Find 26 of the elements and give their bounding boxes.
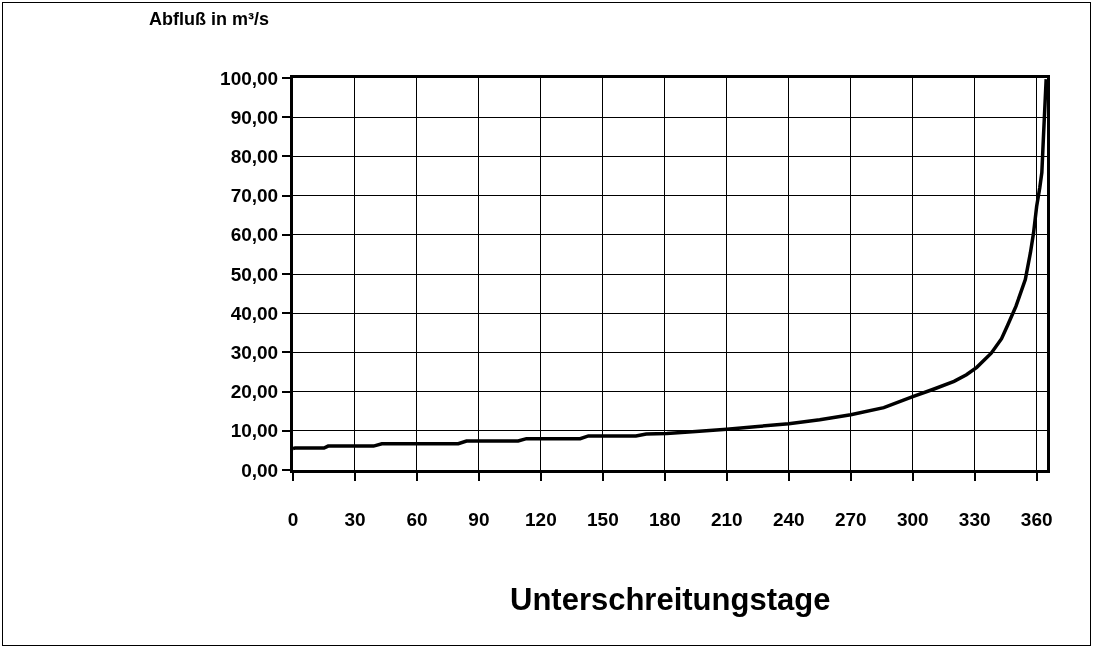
x-tick-label: 60 bbox=[406, 508, 428, 530]
y-tick-label: 30,00 bbox=[230, 342, 279, 364]
x-tick-label: 210 bbox=[710, 508, 743, 530]
x-tick-label: 150 bbox=[587, 508, 619, 530]
y-tick-label: 80,00 bbox=[230, 146, 279, 168]
x-tick-label: 30 bbox=[344, 508, 366, 530]
y-tick-label: 50,00 bbox=[230, 263, 279, 285]
x-tick-label: 300 bbox=[896, 508, 929, 530]
x-tick-label: 240 bbox=[772, 508, 805, 530]
y-tick-label: 40,00 bbox=[230, 302, 279, 324]
x-tick-label: 180 bbox=[648, 508, 681, 530]
y-tick-label: 20,00 bbox=[230, 381, 279, 403]
x-tick-label: 270 bbox=[834, 508, 867, 530]
x-tick-label: 0 bbox=[287, 508, 299, 530]
y-tick-label: 60,00 bbox=[230, 224, 279, 246]
x-axis-title: Unterschreitungstage bbox=[510, 582, 831, 617]
y-axis-title: Abfluß in m³/s bbox=[149, 9, 269, 29]
y-tick-label: 0,00 bbox=[241, 459, 279, 481]
y-tick-label: 70,00 bbox=[230, 185, 279, 207]
x-tick-label: 360 bbox=[1020, 508, 1053, 530]
y-tick-label: 90,00 bbox=[230, 106, 279, 128]
y-tick-label: 100,00 bbox=[220, 67, 279, 89]
x-tick-label: 90 bbox=[468, 508, 490, 530]
y-tick-label: 10,00 bbox=[230, 420, 279, 442]
x-tick-label: 120 bbox=[525, 508, 557, 530]
x-tick-label: 330 bbox=[958, 508, 991, 530]
